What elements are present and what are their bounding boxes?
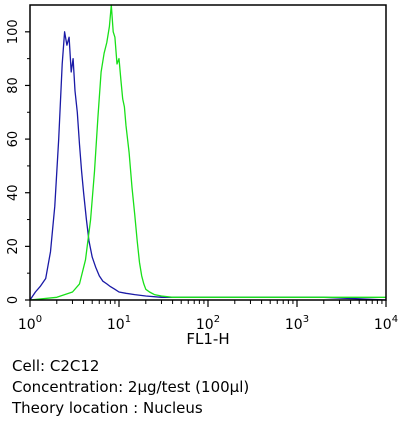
x-tick-label: 101 [107, 314, 131, 333]
y-tick-label: 100 [6, 19, 21, 44]
x-tick-label: 103 [285, 314, 309, 333]
y-tick-label: 60 [6, 131, 21, 148]
y-tick-label: 40 [6, 184, 21, 201]
histogram-series-0 [29, 31, 387, 301]
x-tick-label: 104 [374, 314, 398, 333]
caption-location: Theory location : Nucleus [12, 399, 203, 417]
y-tick-label: 80 [6, 77, 21, 94]
flow-histogram-chart: 100 101 102 103 104 0 20 40 60 80 100 FL1-H [6, 4, 398, 348]
plot-frame [29, 4, 387, 301]
x-tick-label: 102 [196, 314, 220, 333]
caption-concentration: Concentration: 2μg/test (100μl) [12, 378, 250, 396]
histogram-series-1 [29, 4, 386, 301]
x-tick-label: 100 [18, 314, 42, 333]
caption-cell: Cell: C2C12 [12, 357, 100, 375]
x-axis-label: FL1-H [186, 330, 229, 348]
y-tick-label: 20 [6, 238, 21, 255]
y-tick-label: 0 [6, 296, 21, 304]
